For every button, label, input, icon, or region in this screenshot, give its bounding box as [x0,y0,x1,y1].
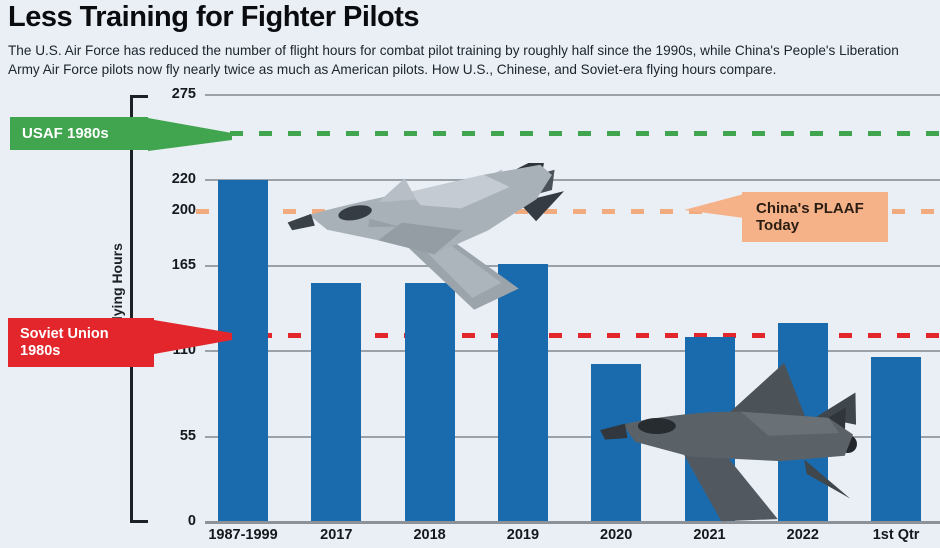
refline-soviet-union-1980s [230,333,940,339]
x-label-2021: 2021 [693,527,726,543]
y-axis-bracket-cap-bottom [130,520,148,523]
gridline-55 [205,435,940,438]
bar-2019 [497,264,548,522]
gridline-220 [205,179,940,182]
bar-2020 [591,363,642,522]
refline-china-s-plaaf-today [196,208,940,214]
soviet-flag-pointer [154,320,232,354]
bar-2017 [311,282,362,522]
china-plaaf-label-line1: China's PLAAF [756,199,864,217]
bar-1st-qtr [871,357,922,522]
x-label-2019: 2019 [506,527,540,543]
y-tick-275: 275 [171,86,196,102]
x-label-1st-qtr: 1st Qtr [872,527,920,543]
usaf-1980s-label: USAF 1980s [22,124,109,142]
y-tick-0: 0 [187,513,196,529]
f35-fighter-jet-image [600,362,857,522]
soviet-union-label-line1: Soviet Union [20,325,109,342]
x-label-1987-1999: 1987-1999 [208,527,278,543]
y-tick-165: 165 [171,256,196,273]
china-plaaf-label-line2: Today [756,217,800,234]
y-tick-55: 55 [179,427,196,444]
chart-subtitle: The U.S. Air Force has reduced the numbe… [8,43,899,78]
china-plaaf-flag: China's PLAAF Today [742,192,888,242]
j20-fighter-jet-image [287,163,565,310]
gridline-275 [205,94,940,96]
y-axis-bracket-cap-top [130,95,148,98]
refline-usaf-1980s [230,131,940,137]
soviet-union-flag: Soviet Union 1980s [8,318,154,367]
usaf-1980s-flag: USAF 1980s [10,117,148,150]
page-title: Less Training for Fighter Pilots [8,1,420,33]
x-label-2017: 2017 [320,527,353,543]
x-label-2020: 2020 [600,527,633,543]
y-tick-200: 200 [171,202,196,219]
china-flag-pointer [684,194,744,218]
gridline-165 [205,264,940,267]
x-axis-line [205,520,940,524]
y-tick-220: 220 [171,171,196,188]
gridline-110 [205,350,940,353]
bar-2018 [404,282,455,522]
soviet-union-label-line2: 1980s [20,342,61,359]
bar-1987-1999 [218,180,268,522]
x-label-2018: 2018 [413,527,446,543]
y-axis-bracket-line [130,95,133,523]
usaf-flag-pointer [148,118,232,151]
x-label-2022: 2022 [786,527,819,543]
